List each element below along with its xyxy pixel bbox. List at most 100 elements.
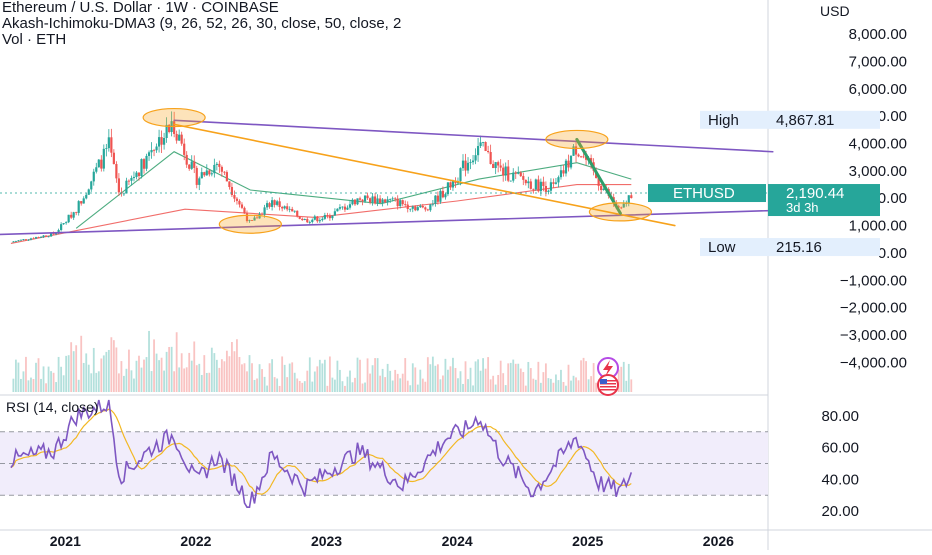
volume-bar xyxy=(170,346,173,392)
candle-body xyxy=(168,124,171,133)
volume-bar xyxy=(359,359,361,392)
price-candles[interactable] xyxy=(12,111,633,243)
candle-body xyxy=(532,188,535,190)
moving-average-line xyxy=(10,184,632,244)
volume-bar xyxy=(590,376,593,392)
volume-bar xyxy=(120,361,123,392)
candle-body xyxy=(115,164,118,179)
highlight-zones[interactable] xyxy=(142,107,653,234)
volume-bar xyxy=(273,377,276,392)
candle-body xyxy=(218,163,221,167)
volume-bar xyxy=(82,362,85,392)
candle-body xyxy=(260,213,264,215)
volume-bar xyxy=(364,382,366,392)
candle-body xyxy=(421,205,424,208)
candle-body xyxy=(195,167,198,185)
volume-bar xyxy=(22,371,25,392)
volume-bar xyxy=(100,358,103,392)
candle-body xyxy=(552,182,555,184)
volume-title[interactable]: Vol · ETH xyxy=(2,31,67,48)
candle-body xyxy=(502,167,505,176)
volume-bar xyxy=(622,361,625,392)
candle-body xyxy=(567,160,570,168)
volume-bar xyxy=(263,376,266,392)
time-tick-label: 2025 xyxy=(572,533,603,549)
volume-bar xyxy=(381,368,384,392)
volume-bar xyxy=(72,351,75,392)
price-tick-label: −4,000.00 xyxy=(840,354,907,371)
volume-bar xyxy=(35,362,37,392)
currency-label[interactable]: USD xyxy=(820,3,850,19)
volume-bar xyxy=(107,349,110,392)
candle-body xyxy=(288,208,291,210)
volume-bar xyxy=(462,383,464,392)
volume-bar xyxy=(123,375,125,392)
candle-body xyxy=(426,209,429,211)
candle-body xyxy=(333,211,337,216)
volume-bar xyxy=(434,365,437,392)
volume-bar xyxy=(128,349,130,392)
volume-bar xyxy=(143,359,145,392)
candle-body xyxy=(27,239,30,241)
volume-bar xyxy=(110,337,113,392)
rsi-title[interactable]: RSI (14, close) xyxy=(6,399,99,415)
volume-bar xyxy=(223,361,226,392)
candle-body xyxy=(62,223,65,225)
candle-body xyxy=(32,238,35,240)
volume-bar xyxy=(504,385,507,392)
volume-bar xyxy=(102,355,105,392)
candle-body xyxy=(145,155,148,169)
candle-body xyxy=(361,199,364,202)
candle-body xyxy=(248,220,251,222)
candle-body xyxy=(72,212,75,218)
volume-bar xyxy=(225,350,228,392)
volume-bar xyxy=(231,342,233,392)
candle-body xyxy=(208,170,211,175)
volume-bar xyxy=(77,379,80,392)
candle-body xyxy=(163,137,166,145)
volume-bar xyxy=(527,361,530,392)
volume-bar xyxy=(65,355,68,392)
volume-bar xyxy=(301,382,304,392)
candle-body xyxy=(67,214,70,223)
volume-bar xyxy=(133,378,135,392)
volume-bar xyxy=(627,363,630,392)
candle-body xyxy=(582,156,585,158)
volume-bar xyxy=(15,359,17,392)
candle-body xyxy=(590,158,593,163)
candle-body xyxy=(198,178,201,185)
volume-bar xyxy=(27,380,30,392)
indicator-title[interactable]: Akash-Ichimoku-DMA3 (9, 26, 52, 26, 30, … xyxy=(2,15,402,32)
time-axis[interactable]: 2021 2022 2023 2024 2025 2026 xyxy=(50,533,734,549)
volume-bar xyxy=(183,368,186,392)
candle-body xyxy=(57,230,60,233)
volume-bar xyxy=(587,379,590,392)
candle-body xyxy=(291,208,294,212)
volume-bar xyxy=(160,357,163,392)
rsi-tick-label: 60.00 xyxy=(821,440,859,457)
candle-body xyxy=(346,207,349,210)
volume-bar xyxy=(582,357,585,392)
candle-body xyxy=(436,195,439,202)
volume-bar xyxy=(537,361,540,392)
volume-bar xyxy=(251,363,253,392)
candle-body xyxy=(24,239,28,241)
candle-body xyxy=(414,206,417,211)
candle-body xyxy=(39,237,43,238)
price-tick-label: 6,000.00 xyxy=(849,81,907,98)
volume-bar xyxy=(248,355,251,392)
volume-bar xyxy=(444,358,447,392)
volume-bar xyxy=(175,332,178,392)
volume-bar xyxy=(153,339,155,392)
candle-body xyxy=(512,172,515,181)
rsi-lines xyxy=(10,399,633,508)
candle-body xyxy=(338,207,342,209)
price-axis[interactable]: 8,000.007,000.006,000.005,000.004,000.00… xyxy=(821,26,907,520)
symbol-title[interactable]: Ethereum / U.S. Dollar · 1W · COINBASE xyxy=(2,0,279,16)
volume-bar xyxy=(243,363,246,392)
candle-body xyxy=(484,142,487,152)
candle-body xyxy=(396,198,399,207)
volume-bar xyxy=(426,357,429,392)
candle-body xyxy=(331,215,334,219)
